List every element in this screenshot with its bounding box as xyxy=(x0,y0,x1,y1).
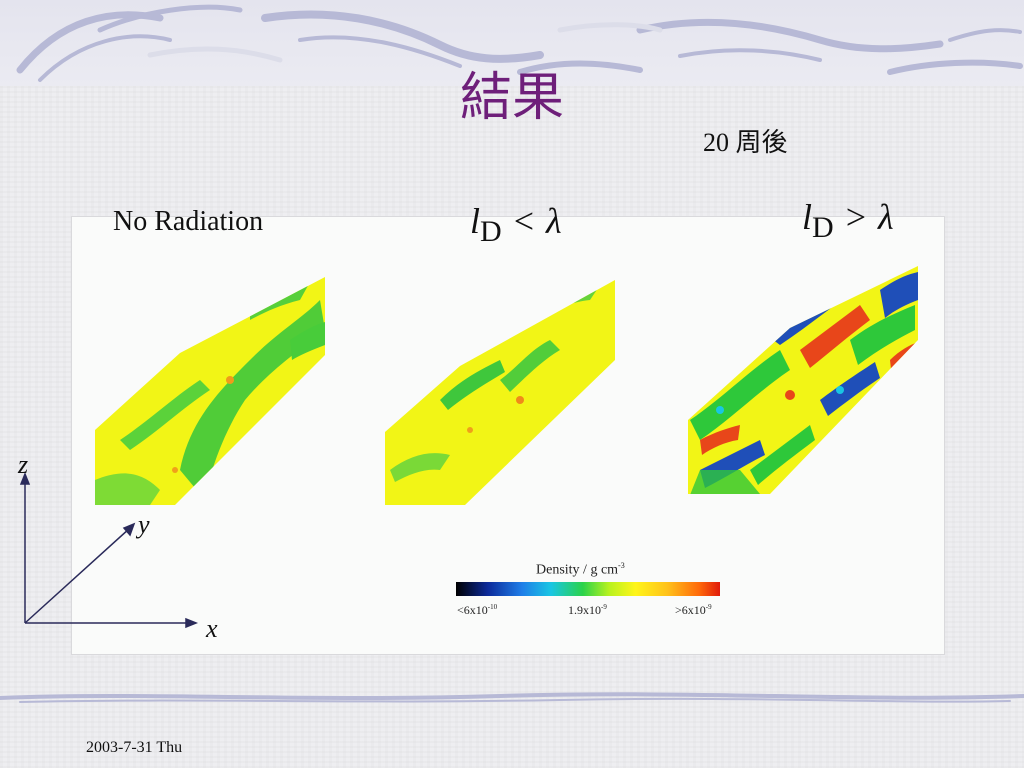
coordinate-axes xyxy=(19,471,199,629)
math-sub: D xyxy=(812,211,834,244)
long-diffusion-label: lD > λ xyxy=(802,196,894,244)
density-colorbar xyxy=(456,582,720,596)
tick-mantissa: >6x10 xyxy=(675,603,706,617)
header-band xyxy=(0,0,1024,86)
colorbar-title: Density / g cm-3 xyxy=(536,561,625,579)
footer-divider xyxy=(0,692,1024,703)
math-op: > xyxy=(845,197,866,237)
colorbar-tick-max: >6x10-9 xyxy=(675,603,712,618)
tick-exp: -9 xyxy=(705,603,712,611)
panel-long-diffusion xyxy=(688,266,918,494)
short-diffusion-label: lD < λ xyxy=(470,200,562,248)
slide-title: 結果 xyxy=(459,68,564,128)
colorbar-tick-min: <6x10-10 xyxy=(457,603,497,618)
panel-no-radiation xyxy=(95,277,325,505)
colorbar-title-text: Density / g cm xyxy=(536,562,619,578)
colorbar-title-exp: -3 xyxy=(618,561,625,570)
math-rhs: λ xyxy=(878,197,894,237)
math-var: l xyxy=(470,201,481,241)
no-radiation-label: No Radiation xyxy=(113,206,264,237)
math-rhs: λ xyxy=(546,201,562,241)
tick-mantissa: 1.9x10 xyxy=(568,603,601,617)
footer-date: 2003-7-31 Thu xyxy=(86,739,183,756)
math-var: l xyxy=(802,197,813,237)
colorbar-tick-mid: 1.9x10-9 xyxy=(568,603,607,618)
tick-exp: -10 xyxy=(487,603,498,611)
math-sub: D xyxy=(480,215,502,248)
axis-x-label: x xyxy=(206,614,218,643)
axis-z-label: z xyxy=(18,450,29,479)
panel-short-diffusion xyxy=(385,280,615,505)
time-label: 20 周後 xyxy=(703,128,788,157)
math-op: < xyxy=(513,201,534,241)
header-decoration xyxy=(16,4,1023,82)
axis-y-label: y xyxy=(138,510,150,539)
tick-mantissa: <6x10 xyxy=(457,603,488,617)
tick-exp: -9 xyxy=(601,603,607,611)
